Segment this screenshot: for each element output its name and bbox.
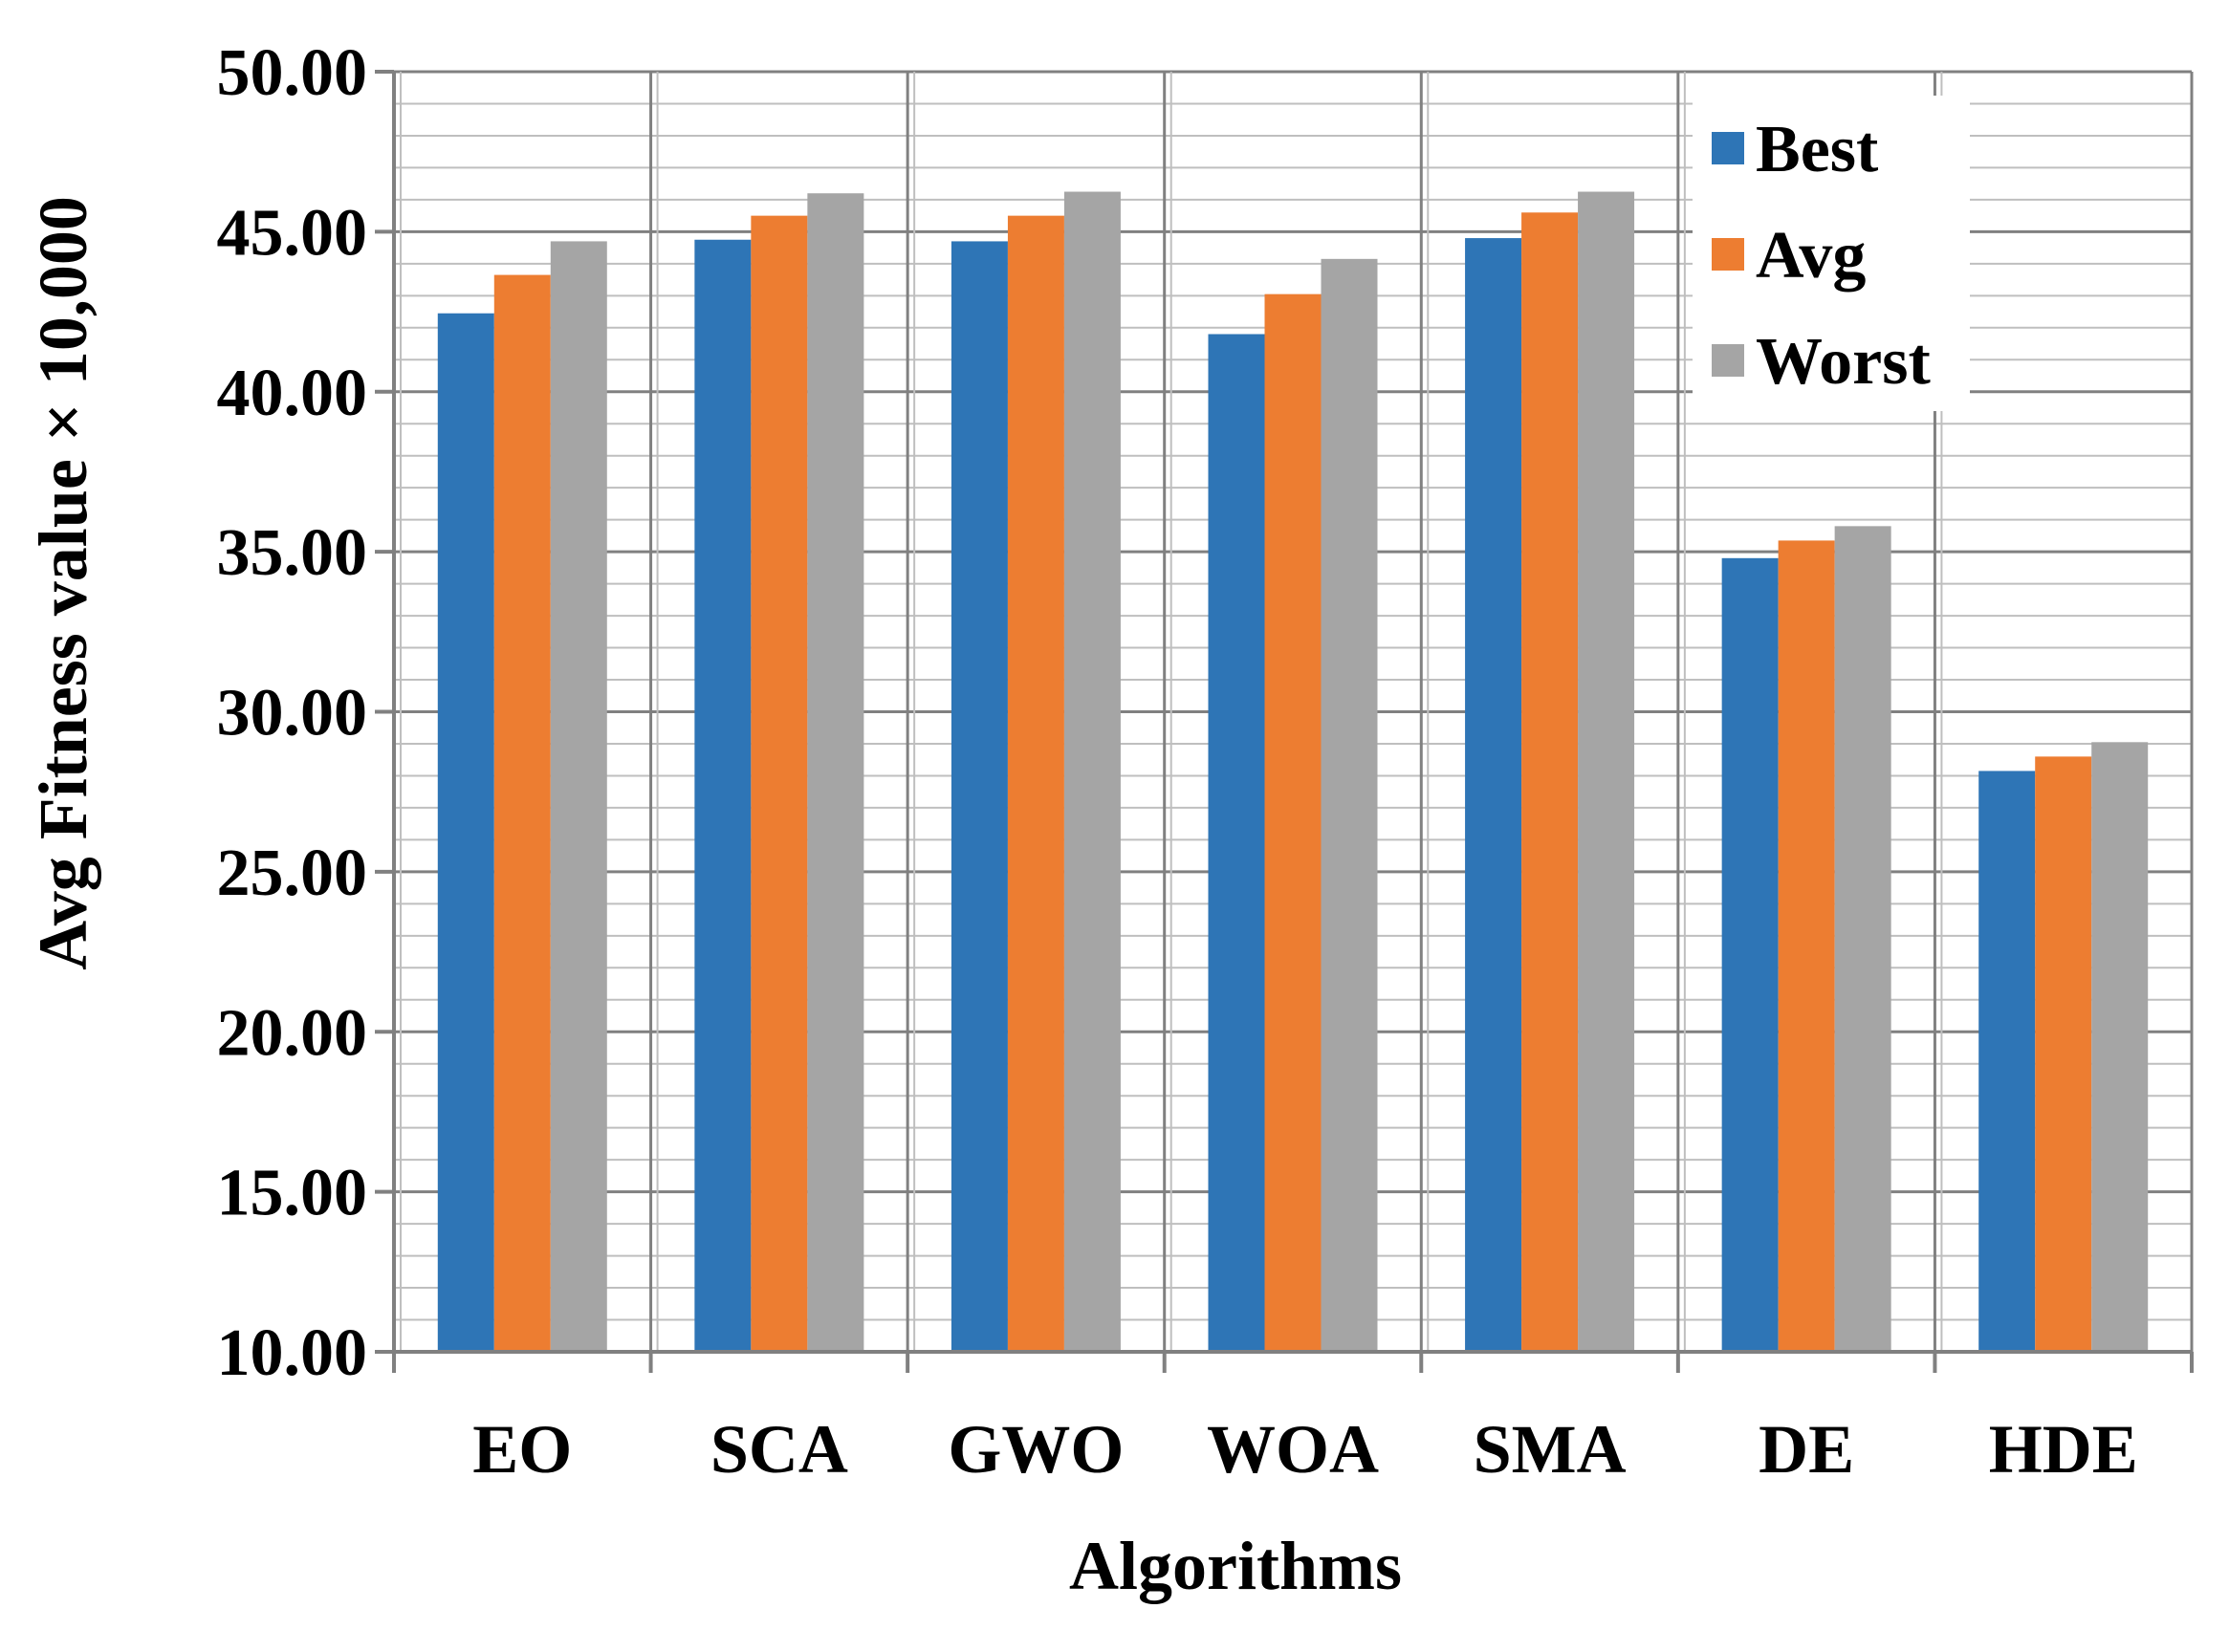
- bar-worst-sma: [1578, 191, 1635, 1352]
- y-tick-label: 35.00: [217, 516, 368, 590]
- x-tick-label: EO: [472, 1411, 572, 1488]
- bar-worst-sca: [807, 193, 864, 1353]
- bar-avg-de: [1778, 540, 1835, 1352]
- legend-label-best: Best: [1756, 113, 1878, 186]
- x-tick-labels: EO SCA GWO WOA SMA DE HDE: [472, 1411, 2137, 1488]
- bars: [437, 191, 2149, 1353]
- bar-avg-gwo: [1007, 215, 1064, 1353]
- y-tick-label: 30.00: [217, 677, 368, 750]
- legend-swatch-worst: [1712, 344, 1744, 377]
- x-axis-title: Algorithms: [1069, 1528, 1402, 1604]
- bar-best-sma: [1465, 238, 1522, 1352]
- bar-avg-hde: [2035, 756, 2092, 1352]
- y-tick-label: 50.00: [217, 36, 368, 110]
- bar-worst-woa: [1321, 258, 1378, 1352]
- legend-label-avg: Avg: [1756, 219, 1866, 293]
- y-axis-title: Avg Fitness value × 10,000: [25, 196, 101, 970]
- legend-swatch-avg: [1712, 238, 1744, 271]
- bar-best-woa: [1208, 334, 1265, 1352]
- legend: Best Avg Worst: [1693, 96, 1970, 411]
- y-tick-label: 45.00: [217, 196, 368, 270]
- y-tick-labels: 10.00 15.00 20.00 25.00 30.00 35.00 40.00 45.00…: [217, 36, 368, 1390]
- bar-avg-sca: [751, 215, 808, 1353]
- x-tick-label: HDE: [1989, 1411, 2138, 1488]
- bar-worst-eo: [550, 241, 607, 1353]
- bar-avg-sma: [1521, 212, 1579, 1352]
- y-tick-label: 40.00: [217, 357, 368, 430]
- bar-avg-eo: [493, 274, 551, 1352]
- bar-avg-woa: [1264, 293, 1322, 1352]
- bar-worst-gwo: [1063, 191, 1121, 1352]
- bar-worst-de: [1834, 526, 1891, 1352]
- bar-best-de: [1721, 557, 1779, 1352]
- legend-swatch-best: [1712, 132, 1744, 164]
- x-tick-label: DE: [1759, 1411, 1854, 1488]
- x-tick-label: WOA: [1207, 1411, 1379, 1488]
- x-tick-label: SMA: [1474, 1411, 1627, 1488]
- bar-best-hde: [1978, 771, 2036, 1352]
- y-tick-label: 15.00: [217, 1157, 368, 1230]
- bar-best-gwo: [951, 241, 1008, 1353]
- x-tick-label: SCA: [710, 1411, 848, 1488]
- y-tick-label: 25.00: [217, 837, 368, 910]
- x-tick-label: GWO: [948, 1411, 1124, 1488]
- bar-best-eo: [437, 313, 494, 1353]
- axes: [375, 70, 2194, 1373]
- y-tick-label: 20.00: [217, 996, 368, 1070]
- y-tick-label: 10.00: [217, 1316, 368, 1390]
- bar-worst-hde: [2091, 742, 2149, 1352]
- legend-label-worst: Worst: [1756, 325, 1931, 399]
- bar-best-sca: [694, 239, 752, 1352]
